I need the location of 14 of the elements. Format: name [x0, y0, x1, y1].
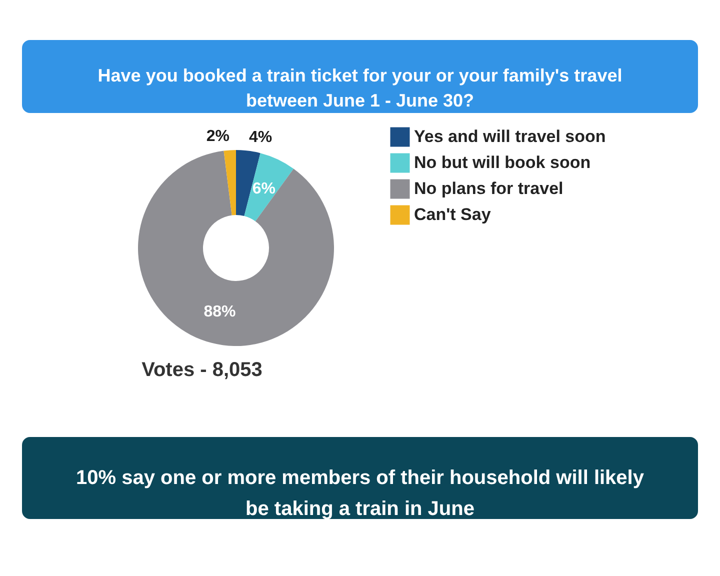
legend-label: Can't Say [414, 205, 492, 224]
donut-slice [244, 153, 294, 222]
text: 10% say one or more members of their household will likely be taking a train in June [76, 467, 645, 520]
donut-slice [138, 150, 334, 346]
text: Votes - 8,053 [142, 359, 262, 381]
chart-title: Have you booked a train ticket for your or your family's travel between June 1 - June 30? [98, 66, 622, 110]
legend-label: No plans for travel [414, 179, 564, 198]
data-label: 4% [249, 128, 272, 146]
data-label: 2% [206, 128, 230, 146]
data-label: 6% [252, 180, 276, 198]
legend-label: Yes and will travel soon [414, 127, 606, 146]
donut-slice [224, 150, 236, 216]
legend-label: No but will book soon [414, 153, 591, 172]
data-label: 88% [204, 303, 236, 320]
